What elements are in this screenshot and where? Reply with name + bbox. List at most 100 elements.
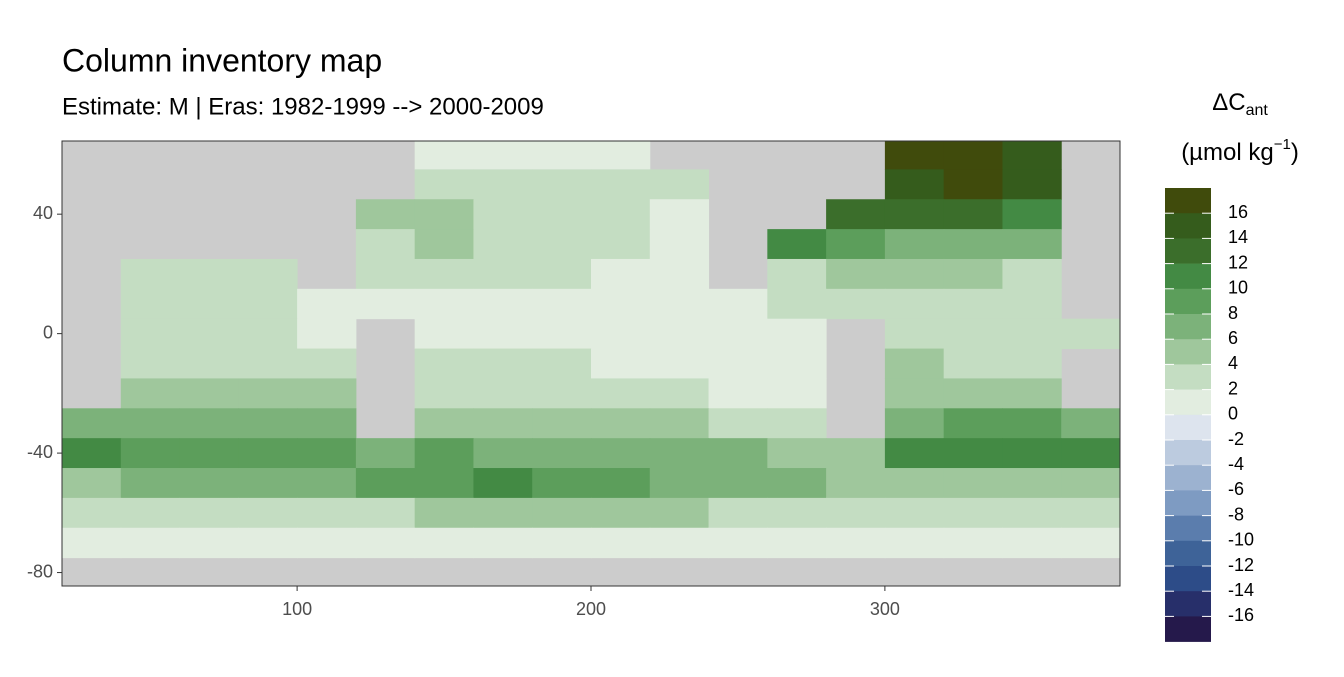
heat-cell	[355, 527, 416, 559]
legend-swatch	[1165, 540, 1211, 567]
heat-cell	[708, 527, 768, 559]
heat-cell	[943, 199, 1003, 230]
heat-cell	[179, 527, 239, 559]
heat-cell	[884, 408, 945, 439]
heat-cell	[708, 348, 768, 379]
heat-cell	[532, 497, 592, 529]
heat-cell	[943, 169, 1003, 200]
heat-cell	[238, 378, 298, 409]
legend-swatch	[1165, 213, 1211, 239]
heat-cell	[767, 468, 827, 499]
heat-cell	[826, 229, 886, 260]
heat-cell	[179, 497, 239, 529]
heat-cell	[414, 288, 474, 320]
heat-cell	[414, 527, 474, 559]
heat-cell	[649, 438, 710, 469]
legend-unit-end: )	[1291, 139, 1299, 166]
heat-cell	[591, 438, 651, 469]
heat-cell	[708, 288, 768, 320]
heat-cell	[1061, 408, 1120, 439]
heat-cell	[62, 438, 122, 469]
heat-cell	[708, 318, 768, 350]
heat-cell	[591, 497, 651, 529]
heat-cell	[1002, 497, 1062, 529]
heat-cell	[179, 468, 239, 499]
heat-cell	[355, 438, 416, 469]
legend-swatch	[1165, 364, 1211, 390]
heat-cell	[120, 318, 181, 350]
legend-swatch	[1165, 616, 1211, 642]
heat-cell	[649, 169, 710, 200]
heat-cell	[238, 527, 298, 559]
heat-cell	[297, 527, 357, 559]
heat-cell	[943, 378, 1003, 409]
legend-label: -14	[1228, 580, 1254, 600]
heat-cell	[649, 258, 710, 290]
heat-cell	[414, 497, 474, 529]
legend-swatch	[1165, 263, 1211, 290]
heat-cell	[414, 141, 474, 170]
heat-cell	[826, 199, 886, 230]
heat-cell	[591, 229, 651, 260]
heat-cell	[591, 527, 651, 559]
heat-cell	[473, 141, 533, 170]
legend-swatch	[1165, 591, 1211, 617]
legend-label: 8	[1228, 303, 1238, 323]
legend-swatch	[1165, 490, 1211, 516]
heat-cell	[826, 497, 886, 529]
heat-cell	[297, 348, 357, 379]
legend-label: -16	[1228, 605, 1254, 625]
heat-cell	[414, 199, 474, 230]
heat-cell	[649, 199, 710, 230]
heat-cell	[473, 438, 533, 469]
heat-cell	[767, 438, 827, 469]
legend-label: 2	[1228, 378, 1238, 398]
heat-cell	[884, 438, 945, 469]
heat-cell	[532, 169, 592, 200]
heat-cell	[943, 229, 1003, 260]
legend-swatch	[1165, 188, 1211, 214]
legend-label: -10	[1228, 530, 1254, 550]
heat-cell	[826, 438, 886, 469]
heat-cell	[473, 288, 533, 320]
heat-cell	[532, 318, 592, 350]
heat-cell	[532, 229, 592, 260]
heat-cell	[1002, 348, 1062, 379]
legend-swatch	[1165, 389, 1211, 416]
heat-cell	[120, 348, 181, 379]
heat-cell	[532, 468, 592, 499]
heat-cell	[238, 288, 298, 320]
heat-cell	[1002, 527, 1062, 559]
heat-cell	[414, 169, 474, 200]
legend-label: 10	[1228, 278, 1248, 298]
heat-cell	[884, 318, 945, 350]
heat-cell	[649, 229, 710, 260]
heat-cell	[532, 527, 592, 559]
heat-cell	[884, 229, 945, 260]
heat-cell	[708, 468, 768, 499]
legend-label: -12	[1228, 555, 1254, 575]
plot-area	[62, 141, 1120, 586]
heat-cell	[708, 378, 768, 409]
heat-cell	[473, 408, 533, 439]
legend-unit-sup: −1	[1274, 136, 1291, 153]
heat-cell	[179, 318, 239, 350]
heat-cell	[297, 497, 357, 529]
heat-cell	[1002, 258, 1062, 290]
legend-label: -2	[1228, 429, 1244, 449]
heat-cell	[414, 348, 474, 379]
heat-cell	[826, 527, 886, 559]
legend-label: -6	[1228, 479, 1244, 499]
heat-cell	[532, 378, 592, 409]
y-tick-label: 0	[43, 322, 53, 342]
heat-cell	[179, 378, 239, 409]
legend-swatch	[1165, 238, 1211, 264]
heat-cell	[297, 468, 357, 499]
legend-swatch	[1165, 288, 1211, 315]
heat-cell	[120, 497, 181, 529]
heat-cell	[1002, 199, 1062, 230]
heat-cell	[179, 288, 239, 320]
heat-cell	[767, 318, 827, 350]
heat-cell	[532, 438, 592, 469]
